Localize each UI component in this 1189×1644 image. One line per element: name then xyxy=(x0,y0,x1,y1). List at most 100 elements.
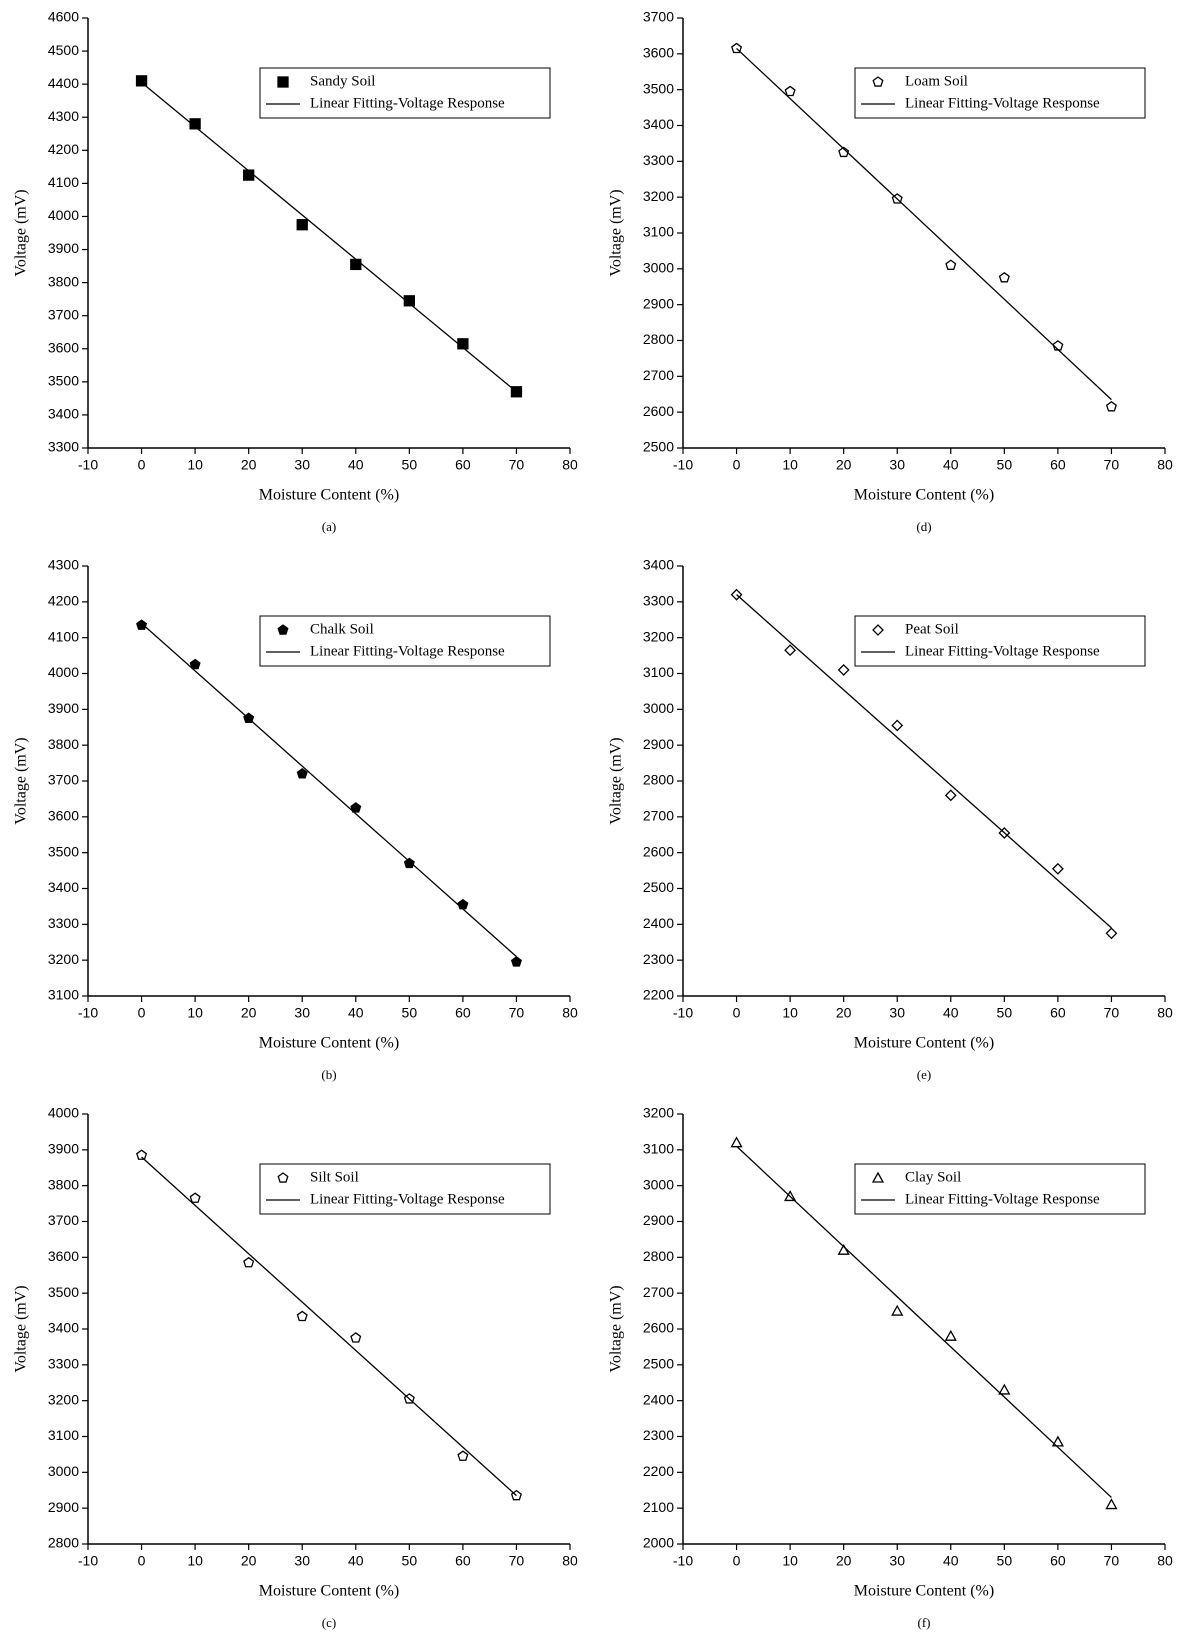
marker xyxy=(838,146,850,158)
fit-line xyxy=(736,47,1112,401)
legend-label: Linear Fitting-Voltage Response xyxy=(310,643,505,659)
marker xyxy=(510,956,522,967)
x-tick-label: 50 xyxy=(997,1553,1013,1569)
panel: 2200 2300 2400 2500 2600 2700 2800 2900 3000 3100… xyxy=(608,557,1173,1082)
marker xyxy=(871,1171,885,1183)
legend-box xyxy=(259,1163,551,1215)
x-axis-title: Moisture Content (%) xyxy=(259,487,399,504)
x-tick-label: 10 xyxy=(187,1005,203,1021)
marker xyxy=(1051,1435,1064,1447)
fit-line xyxy=(736,594,1112,929)
y-tick-label: 3500 xyxy=(643,80,674,96)
y-tick-label: 2800 xyxy=(643,1248,674,1264)
marker xyxy=(457,898,469,910)
marker xyxy=(784,644,797,657)
y-tick-label: 3900 xyxy=(48,240,79,256)
marker xyxy=(944,789,957,802)
marker xyxy=(350,1332,362,1343)
x-tick-label: 50 xyxy=(402,1005,418,1021)
x-tick-label: 80 xyxy=(562,1553,578,1569)
marker xyxy=(1052,340,1064,351)
y-tick-label: 3200 xyxy=(48,951,79,967)
x-tick-label: 30 xyxy=(889,457,905,473)
caption: (e) xyxy=(917,1067,931,1082)
x-tick-label: 70 xyxy=(509,457,525,473)
fit-line xyxy=(141,81,517,393)
y-tick-label: 3200 xyxy=(643,1105,674,1121)
y-tick-label: 2800 xyxy=(48,1535,79,1551)
y-tick-label: 3100 xyxy=(643,1141,674,1157)
y-tick-label: 3300 xyxy=(643,593,674,609)
legend-label: Linear Fitting-Voltage Response xyxy=(905,1191,1100,1207)
marker xyxy=(730,1136,743,1148)
y-tick-label: 4200 xyxy=(48,141,79,157)
legend-box xyxy=(854,67,1146,119)
x-tick-label: 20 xyxy=(241,457,257,473)
x-tick-label: 20 xyxy=(241,1005,257,1021)
y-tick-label: 2200 xyxy=(643,1463,674,1479)
x-tick-label: 20 xyxy=(836,457,852,473)
caption: (a) xyxy=(322,519,336,534)
y-tick-label: 2100 xyxy=(643,1499,674,1515)
y-tick-label: 3500 xyxy=(48,373,79,389)
legend-label: Linear Fitting-Voltage Response xyxy=(905,643,1100,659)
y-tick-label: 4600 xyxy=(48,9,79,25)
panel: 2000 2100 2200 2300 2400 2500 2600 2700 2800 2900… xyxy=(608,1105,1173,1630)
marker xyxy=(277,624,289,635)
x-tick-label: 30 xyxy=(294,1553,310,1569)
x-tick-label: 60 xyxy=(1050,1553,1066,1569)
y-tick-label: 2700 xyxy=(643,808,674,824)
x-tick-label: 70 xyxy=(509,1005,525,1021)
x-axis-title: Moisture Content (%) xyxy=(854,1035,994,1052)
marker xyxy=(872,76,884,87)
marker xyxy=(136,619,148,630)
marker xyxy=(945,259,957,270)
y-tick-label: 4000 xyxy=(48,664,79,680)
x-tick-label: 0 xyxy=(733,1553,741,1569)
y-tick-label: 3400 xyxy=(643,116,674,132)
x-tick-label: 80 xyxy=(1157,1005,1173,1021)
x-tick-label: 20 xyxy=(836,1553,852,1569)
legend-label: Linear Fitting-Voltage Response xyxy=(310,95,505,111)
x-axis-title: Moisture Content (%) xyxy=(854,487,994,504)
y-tick-label: 2600 xyxy=(643,1320,674,1336)
x-tick-label: 80 xyxy=(562,457,578,473)
marker xyxy=(135,75,148,87)
y-tick-label: 2900 xyxy=(643,1212,674,1228)
marker xyxy=(1105,400,1117,412)
x-tick-label: 10 xyxy=(782,457,798,473)
y-tick-label: 2900 xyxy=(48,1499,79,1515)
y-tick-label: 3300 xyxy=(48,915,79,931)
y-tick-label: 3100 xyxy=(48,987,79,1003)
marker xyxy=(1105,1498,1118,1510)
x-tick-label: 60 xyxy=(1050,1005,1066,1021)
x-tick-label: 10 xyxy=(187,457,203,473)
y-tick-label: 3000 xyxy=(643,700,674,716)
y-tick-label: 3500 xyxy=(48,1284,79,1300)
y-tick-label: 4100 xyxy=(48,174,79,190)
y-tick-label: 2700 xyxy=(643,367,674,383)
x-tick-label: 70 xyxy=(509,1553,525,1569)
legend-label: Loam Soil xyxy=(905,73,968,89)
y-tick-label: 4300 xyxy=(48,557,79,573)
y-tick-label: 3000 xyxy=(643,1176,674,1192)
y-tick-label: 3800 xyxy=(48,736,79,752)
x-tick-label: 10 xyxy=(782,1553,798,1569)
x-tick-label: 0 xyxy=(138,1553,146,1569)
y-tick-label: 4500 xyxy=(48,42,79,58)
x-tick-label: 80 xyxy=(1157,1553,1173,1569)
y-tick-label: 3700 xyxy=(643,9,674,25)
y-tick-label: 2300 xyxy=(643,951,674,967)
panel: 3300 3400 3500 3600 3700 3800 3900 4000 4100 4200… xyxy=(13,9,578,534)
marker xyxy=(243,1256,255,1268)
x-tick-label: 0 xyxy=(138,457,146,473)
marker xyxy=(403,857,415,869)
y-tick-label: 3600 xyxy=(643,45,674,61)
y-axis-title: Voltage (mV) xyxy=(13,1285,30,1372)
legend-label: Linear Fitting-Voltage Response xyxy=(905,95,1100,111)
x-tick-label: 70 xyxy=(1104,457,1120,473)
y-tick-label: 3000 xyxy=(643,260,674,276)
x-tick-label: 20 xyxy=(241,1553,257,1569)
x-tick-label: 40 xyxy=(943,1553,959,1569)
